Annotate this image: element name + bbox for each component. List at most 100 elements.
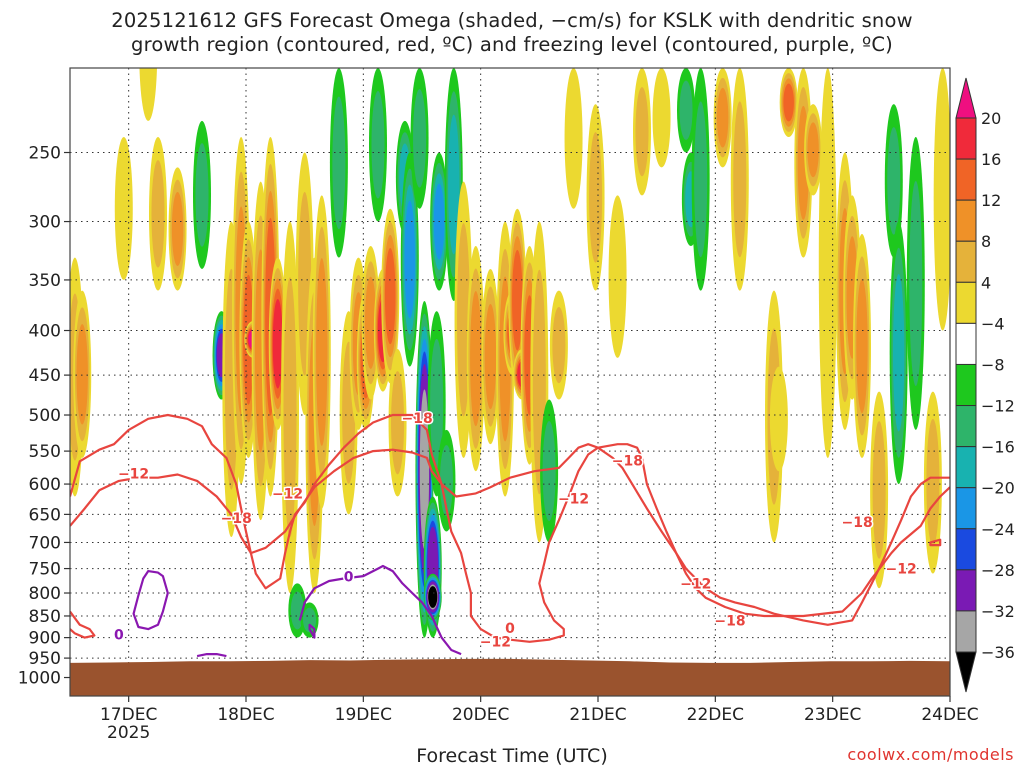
colorbar-label-1: 16 xyxy=(981,150,1001,169)
omega-cell-4-level-1 xyxy=(151,160,165,268)
y-tick-label-850: 850 xyxy=(29,607,61,627)
contour-label-3: −18 xyxy=(402,411,433,427)
x-tick-label-21DEC: 21DEC xyxy=(569,705,626,725)
omega-cell-70-level-1 xyxy=(872,421,886,559)
plot-frame xyxy=(69,67,951,697)
omega-cell-32-level-1 xyxy=(413,89,427,188)
omega-cell-53-level-0 xyxy=(608,195,627,358)
omega-cell-52-level-1 xyxy=(589,132,603,263)
y-tick-label-650: 650 xyxy=(29,505,61,525)
omega-cell-56-level-1 xyxy=(679,80,693,140)
colorbar-top-arrow xyxy=(955,77,977,119)
colorbar-label-9: −20 xyxy=(981,479,1015,498)
omega-cell-71-level-1 xyxy=(887,127,901,235)
colorbar-label-3: 8 xyxy=(981,232,991,251)
omega-cell-45-level-3 xyxy=(512,249,523,351)
freezing-level-line-4 xyxy=(196,653,227,658)
omega-cell-6-level-1 xyxy=(195,143,209,247)
omega-cell-31-level-3 xyxy=(404,200,416,319)
omega-cell-37-level-1 xyxy=(430,338,444,469)
contour-label-9: −18 xyxy=(842,515,873,531)
freezing-level-line-3 xyxy=(298,564,462,656)
colorbar-segment-9 xyxy=(955,487,977,530)
y-tick-label-700: 700 xyxy=(29,533,61,553)
colorbar-label-11: −28 xyxy=(981,561,1015,580)
y-tick-label-350: 350 xyxy=(29,271,61,291)
colorbar-bottom-arrow xyxy=(955,651,977,693)
contour-label-5: −18 xyxy=(612,453,643,469)
x-tick-label-23DEC: 23DEC xyxy=(804,705,861,725)
x-tick-label-17DEC: 17DEC xyxy=(100,705,157,725)
omega-cell-25-level-2 xyxy=(364,276,377,369)
credit-watermark: coolwx.com/models xyxy=(847,745,1014,764)
omega-cell-65-level-2 xyxy=(807,122,819,178)
dotted-grid xyxy=(70,68,951,696)
omega-cell-72-level-2 xyxy=(892,274,905,432)
omega-cell-18-level-2 xyxy=(316,258,328,446)
contour-label-0: −12 xyxy=(118,466,149,482)
freezing-level-loop-2 xyxy=(308,623,316,639)
colorbar-segment-1 xyxy=(955,158,977,201)
omega-cell-15-level-1 xyxy=(283,277,297,538)
omega-cell-60-level-1 xyxy=(733,101,747,258)
colorbar-label-4: 4 xyxy=(981,273,991,292)
freezing-level-loop-1 xyxy=(132,570,169,631)
colorbar-segment-12 xyxy=(955,610,977,653)
colorbar-segment-11 xyxy=(955,569,977,612)
colorbar-label-13: −36 xyxy=(981,643,1015,662)
colorbar-segment-7 xyxy=(955,405,977,448)
y-tick-label-400: 400 xyxy=(29,322,61,342)
contour-label-2: −18 xyxy=(221,511,252,527)
omega-cell-20-level-1 xyxy=(303,607,317,633)
y-tick-label-1000: 1000 xyxy=(18,669,61,689)
omega-cell-51-level-0 xyxy=(564,68,583,209)
colorbar-label-7: −12 xyxy=(981,397,1015,416)
colorbar-segment-8 xyxy=(955,446,977,489)
omega-cell-50-level-1 xyxy=(552,306,566,384)
colorbar-segment-3 xyxy=(955,240,977,283)
y-tick-label-750: 750 xyxy=(29,560,61,580)
contour-label-7: −12 xyxy=(480,635,511,651)
omega-cell-1-level-2 xyxy=(76,324,88,425)
colorbar-segment-4 xyxy=(955,281,977,324)
colorbar-segment-2 xyxy=(955,199,977,242)
omega-cell-54-level-1 xyxy=(635,87,649,177)
y-tick-label-500: 500 xyxy=(29,406,61,426)
contour-small-lobe xyxy=(70,610,96,639)
chart-title-line-1: 2025121612 GFS Forecast Omega (shaded, −… xyxy=(111,9,913,32)
omega-cell-29-level-1 xyxy=(391,371,405,475)
omega-cell-2-level-0 xyxy=(114,137,133,280)
contour-label-13: 0 xyxy=(344,570,354,586)
omega-cell-21-level-1 xyxy=(332,96,346,230)
contour-layer xyxy=(70,413,950,658)
y-axis: 2503003504004505005506006507007508008509… xyxy=(18,144,70,689)
contour-small-box xyxy=(929,538,942,547)
y-tick-label-450: 450 xyxy=(29,366,61,386)
omega-cell-74-level-1 xyxy=(926,418,940,547)
omega-cell-75-level-0 xyxy=(933,68,950,331)
contour-label-10: −12 xyxy=(886,562,917,578)
x-axis-title: Forecast Time (UTC) xyxy=(416,745,608,767)
contour-label-6: −12 xyxy=(680,576,711,592)
omega-cell-63-level-3 xyxy=(783,83,794,122)
chart-title-line-2: growth region (contoured, red, ºC) and f… xyxy=(131,33,893,56)
colorbar-label-6: −8 xyxy=(981,355,1005,374)
terrain-layer xyxy=(70,658,950,696)
terrain-fill xyxy=(70,658,950,696)
colorbar-segment-6 xyxy=(955,363,977,407)
colorbar-segment-0 xyxy=(955,117,977,160)
omega-cell-42-level-2 xyxy=(484,303,497,410)
x-tick-label-22DEC: 22DEC xyxy=(687,705,744,725)
y-tick-label-250: 250 xyxy=(29,144,61,164)
x-tick-label-19DEC: 19DEC xyxy=(335,705,392,725)
y-tick-label-300: 300 xyxy=(29,213,61,233)
omega-cell-66-level-0 xyxy=(818,68,837,458)
contour-label-1: −12 xyxy=(272,487,303,503)
omega-cell-26-level-1 xyxy=(371,91,385,199)
omega-cell-49-level-1 xyxy=(542,420,556,522)
omega-cell-5-level-2 xyxy=(171,192,184,266)
contour-label-8: −18 xyxy=(714,613,745,629)
